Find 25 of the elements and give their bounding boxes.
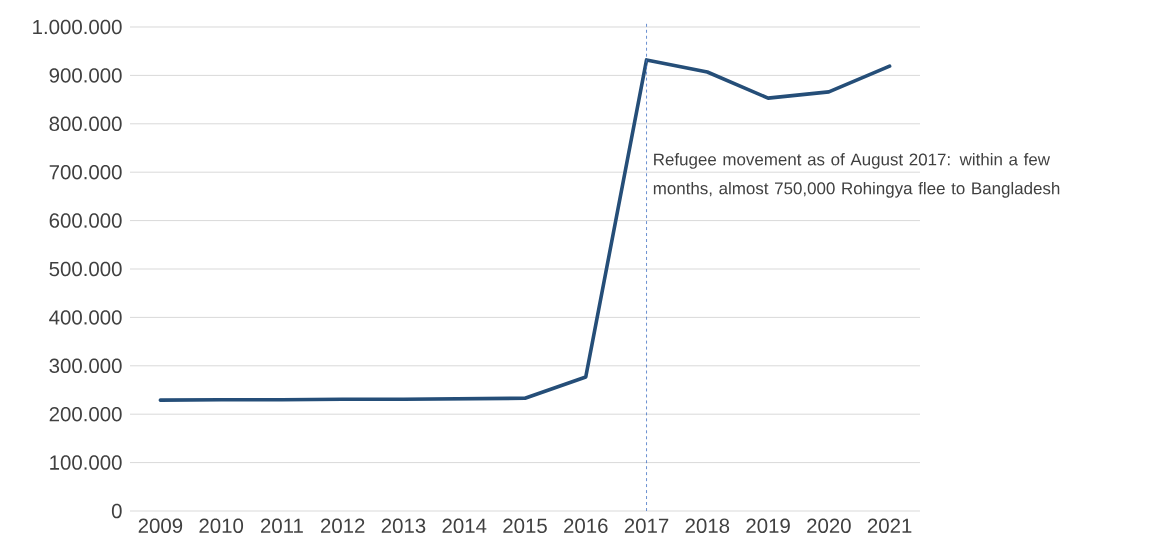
- x-tick-label: 2011: [261, 518, 303, 533]
- x-tick-label: 2019: [746, 518, 790, 533]
- y-tick-label: 400.000: [49, 310, 122, 325]
- x-tick-label: 2020: [807, 518, 851, 533]
- y-tick-label: 300.000: [49, 358, 122, 374]
- y-tick-label: 800.000: [49, 116, 122, 132]
- y-tick-label: 100.000: [50, 455, 122, 470]
- ref-line-label: Refugee movement as of August 2017: within a few months, almost 750,000 Rohingya flee to Bangladesh: [653, 153, 1060, 198]
- y-tick-label: 700.000: [49, 164, 122, 180]
- x-tick-label: 2017: [624, 518, 669, 533]
- x-tick-label: 2010: [199, 518, 244, 533]
- y-tick-label: 600.000: [49, 213, 122, 228]
- x-tick-label: 2016: [564, 518, 608, 533]
- x-tick-label: 2014: [442, 518, 487, 533]
- y-tick-label: 900.000: [49, 68, 122, 83]
- x-tick-label: 2013: [381, 518, 426, 533]
- y-tick-label: 500.000: [49, 261, 122, 277]
- x-tick-label: 2021: [867, 518, 912, 533]
- y-tick-label: 200.000: [49, 406, 122, 422]
- y-tick-label: 0: [111, 503, 122, 519]
- x-tick-label: 2018: [685, 518, 730, 533]
- x-tick-label: 2009: [138, 518, 183, 533]
- x-tick-label: 2012: [321, 518, 365, 533]
- x-tick-label: 2015: [503, 518, 547, 533]
- y-tick-label: 1.000.000: [33, 19, 122, 35]
